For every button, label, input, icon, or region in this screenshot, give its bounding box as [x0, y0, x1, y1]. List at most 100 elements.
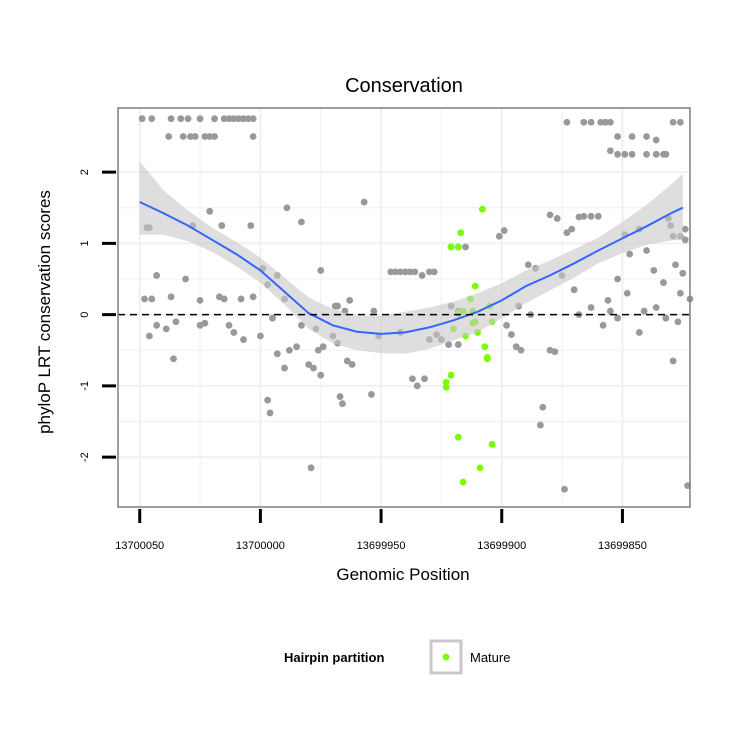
data-point	[614, 133, 621, 140]
data-point	[310, 364, 317, 372]
data-point	[307, 464, 315, 472]
y-tick-label: -2	[79, 452, 91, 462]
data-point	[681, 225, 689, 233]
data-point	[652, 136, 660, 144]
data-point	[503, 321, 510, 329]
data-point	[409, 375, 416, 383]
data-point	[418, 272, 426, 279]
data-point	[425, 268, 433, 276]
data-point	[225, 321, 233, 329]
data-point	[153, 272, 161, 279]
mature-point	[459, 478, 467, 486]
data-point	[148, 115, 156, 123]
mature-point	[447, 371, 455, 379]
data-point	[650, 267, 658, 274]
data-point	[597, 118, 605, 126]
data-point	[628, 150, 636, 158]
panel-background	[118, 108, 690, 507]
data-point	[339, 400, 346, 408]
data-point	[508, 331, 515, 338]
data-point	[293, 343, 300, 351]
data-point	[305, 361, 313, 368]
data-point	[621, 150, 629, 158]
data-point	[218, 222, 226, 229]
data-point	[334, 302, 342, 310]
data-point	[370, 307, 378, 315]
data-point	[148, 295, 156, 303]
mature-point	[483, 355, 491, 363]
data-point	[237, 295, 245, 303]
data-point	[536, 421, 544, 429]
data-point	[563, 118, 571, 126]
data-point	[211, 115, 218, 123]
data-point	[235, 115, 243, 123]
data-point	[660, 279, 667, 286]
data-point	[512, 343, 520, 351]
y-axis-title: phyloP LRT conservation scores	[35, 190, 54, 434]
data-point	[247, 222, 255, 229]
data-point	[141, 295, 148, 303]
data-point	[563, 229, 571, 237]
data-point	[266, 409, 274, 417]
data-point	[153, 321, 161, 329]
data-point	[346, 296, 354, 304]
data-point	[652, 304, 660, 311]
data-point	[539, 403, 547, 411]
data-point	[298, 218, 305, 226]
data-point	[546, 211, 554, 219]
data-point	[206, 133, 214, 140]
data-point	[273, 350, 281, 358]
data-point	[167, 293, 175, 301]
mature-point	[476, 464, 484, 472]
data-point	[500, 227, 508, 234]
data-point	[336, 393, 344, 400]
x-axis-title: Genomic Position	[336, 565, 469, 584]
data-point	[187, 133, 194, 140]
data-point	[196, 296, 204, 304]
legend: Hairpin partition Mature	[284, 639, 510, 675]
data-point	[561, 485, 568, 493]
y-tick-label: 1	[79, 240, 91, 246]
data-point	[225, 115, 233, 123]
data-point	[495, 232, 503, 240]
data-point	[138, 115, 146, 123]
y-tick-label: 2	[79, 169, 91, 175]
axis-ticks: 13700050 13700000 13699950 13699900 13699850…	[79, 169, 647, 552]
data-point	[551, 348, 559, 356]
data-point	[249, 293, 257, 301]
data-point	[524, 261, 532, 269]
data-point	[628, 133, 636, 140]
data-point	[177, 115, 185, 123]
data-point	[606, 307, 614, 315]
data-point	[317, 371, 325, 379]
data-point	[679, 269, 687, 277]
data-point	[206, 207, 214, 215]
chart-title: Conservation	[345, 75, 463, 97]
data-point	[599, 321, 607, 329]
data-point	[172, 318, 180, 326]
mature-point	[457, 229, 465, 237]
data-point	[230, 115, 238, 123]
data-point	[614, 275, 621, 283]
data-point	[462, 243, 469, 251]
data-point	[167, 115, 175, 123]
y-tick-label: -1	[79, 381, 91, 391]
data-point	[249, 133, 257, 140]
x-tick-label: 13699850	[598, 540, 647, 552]
data-point	[256, 332, 264, 340]
data-point	[191, 133, 199, 140]
data-point	[396, 268, 404, 276]
data-point	[360, 198, 368, 206]
mature-point	[442, 378, 450, 386]
data-point	[179, 133, 187, 140]
data-point	[283, 204, 291, 212]
data-point	[587, 304, 595, 311]
data-point	[580, 118, 588, 126]
mature-point	[447, 243, 455, 251]
legend-key-mature-point	[442, 653, 450, 661]
data-point	[348, 361, 356, 368]
data-point	[401, 268, 409, 276]
data-point	[392, 268, 399, 276]
data-point	[640, 307, 648, 315]
